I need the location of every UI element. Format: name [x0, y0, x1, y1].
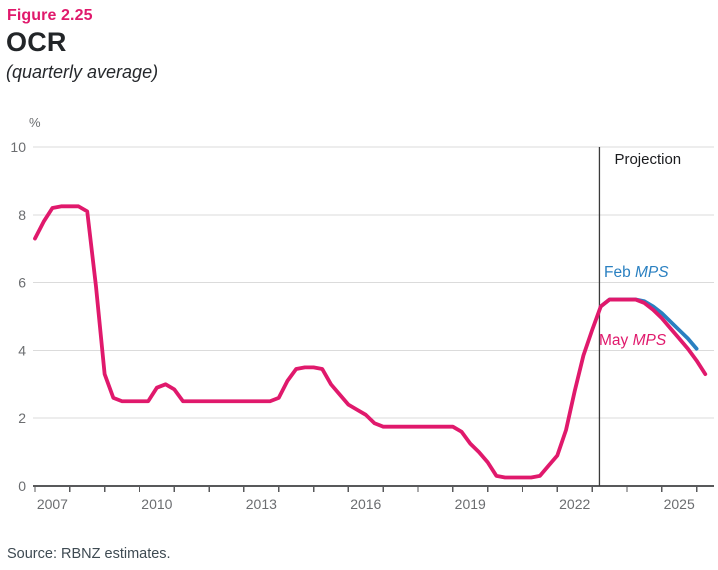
- x-tick-label: 2016: [350, 496, 381, 512]
- figure-subtitle: (quarterly average): [6, 62, 159, 82]
- x-tick-label: 2013: [246, 496, 277, 512]
- y-tick-label: 6: [18, 275, 26, 291]
- y-tick-label: 4: [18, 342, 26, 358]
- x-tick-label: 2007: [37, 496, 68, 512]
- projection-label: Projection: [614, 151, 681, 168]
- may-mps-label: May MPS: [599, 332, 667, 349]
- figure-title: OCR: [6, 27, 67, 57]
- feb-mps-label: Feb MPS: [604, 264, 669, 281]
- y-tick-label: 8: [18, 207, 26, 223]
- series-may-mps: [33, 204, 708, 480]
- x-tick-label: 2025: [664, 496, 695, 512]
- unit-label: %: [29, 115, 41, 130]
- x-tick-label: 2022: [559, 496, 590, 512]
- source-note: Source: RBNZ estimates.: [7, 546, 171, 562]
- y-tick-label: 10: [10, 139, 26, 155]
- x-tick-label: 2010: [141, 496, 172, 512]
- figure-number: Figure 2.25: [7, 7, 93, 24]
- y-tick-label: 0: [18, 478, 26, 494]
- y-tick-label: 2: [18, 410, 26, 426]
- x-tick-label: 2019: [455, 496, 486, 512]
